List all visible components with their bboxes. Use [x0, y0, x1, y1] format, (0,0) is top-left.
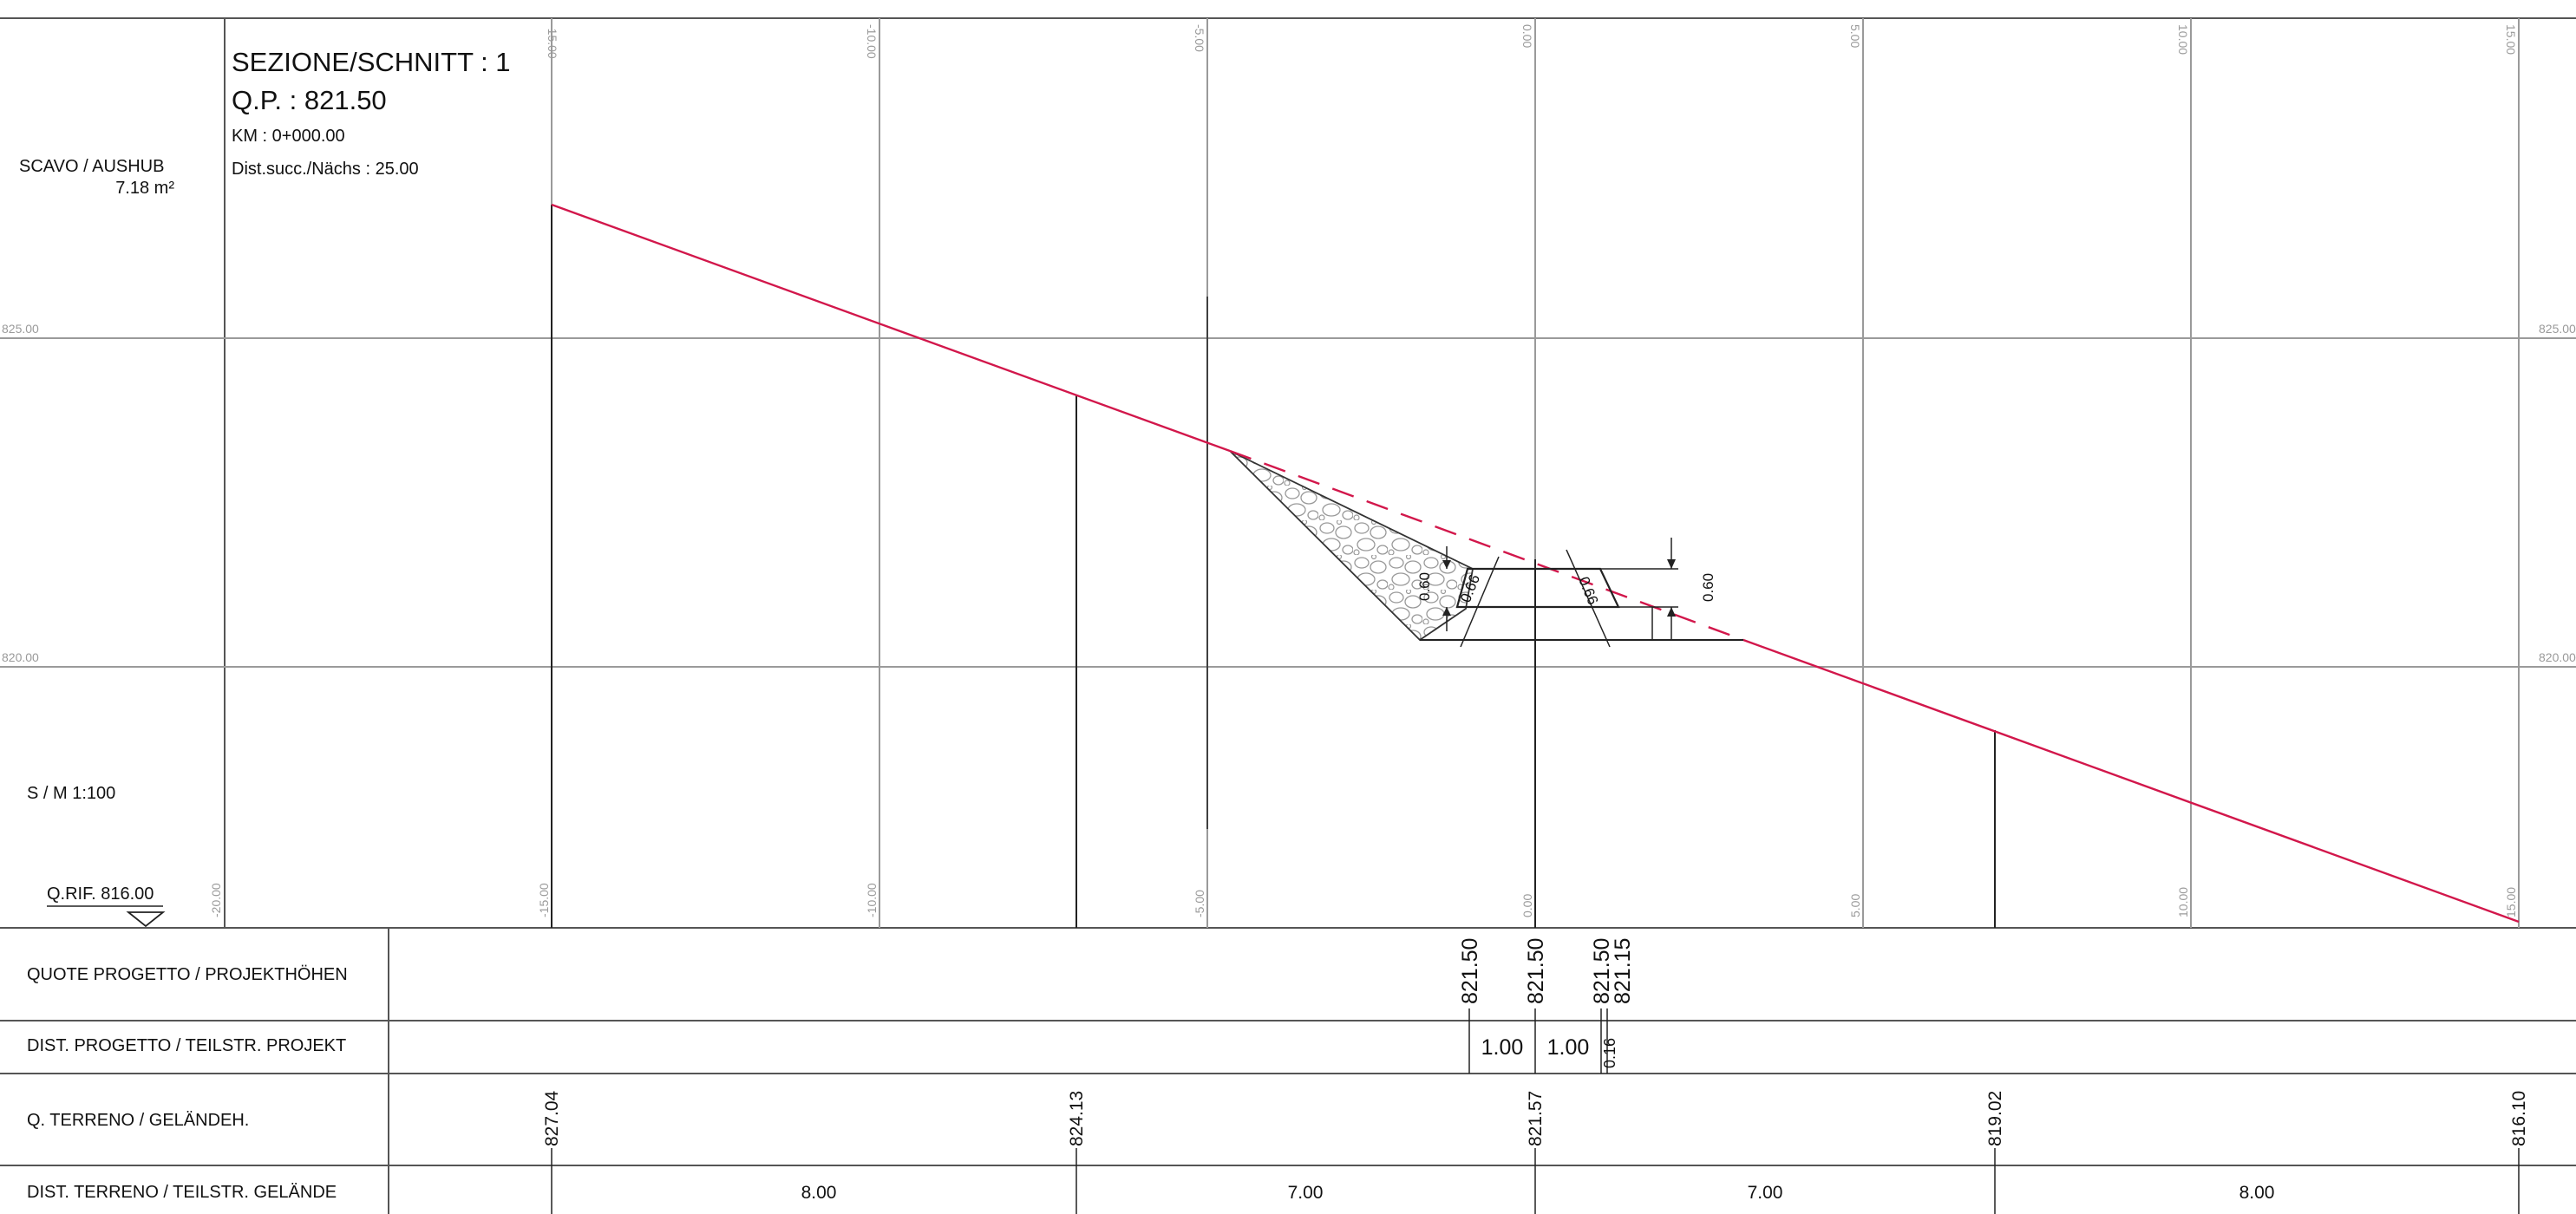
project-elevation: Q.P. : 821.50: [232, 85, 387, 115]
dim-arrow: [1667, 559, 1676, 569]
top-offset-label: 5.00: [1848, 24, 1862, 48]
bottom-offset-label: -10.00: [865, 883, 879, 917]
kilometer-label: KM : 0+000.00: [232, 127, 345, 146]
grid-bottom-labels: -20.00 -15.00 -10.00 -5.00 0.00 5.00 10.…: [209, 883, 2518, 917]
dim-arrow: [1442, 607, 1451, 616]
project-height-value: 821.50: [1458, 938, 1482, 1004]
dim-line-diagonal: [1460, 556, 1500, 648]
row-label-project-heights: QUOTE PROGETTO / PROJEKTHÖHEN: [27, 965, 348, 984]
reference-elevation: Q.RIF. 816.00: [47, 884, 154, 904]
dim-arrow: [1667, 607, 1676, 617]
terrain-distance-value: 7.00: [1748, 1183, 1783, 1203]
excavation-area: 7.18 m²: [115, 179, 174, 198]
terrain-height-value: 819.02: [1985, 1091, 2005, 1146]
dim-label-height-left: 0.60: [1416, 572, 1433, 601]
top-offset-label: -10.00: [865, 24, 879, 59]
bottom-offset-label: 15.00: [2504, 887, 2518, 917]
bottom-offset-label: -15.00: [537, 883, 551, 917]
elevation-label-left: 825.00: [2, 322, 39, 336]
terrain-station-lines: [551, 205, 1996, 928]
terrain-line-right: [1742, 638, 2520, 924]
elevation-label-right: 820.00: [2539, 650, 2576, 664]
dim-label-slope-right: 0.66: [1575, 574, 1601, 607]
scale-label: S / M 1:100: [27, 784, 115, 803]
elevation-label-right: 825.00: [2539, 322, 2576, 336]
reference-triangle-icon: [126, 911, 166, 928]
data-table: QUOTE PROGETTO / PROJEKTHÖHEN DIST. PROG…: [0, 928, 2576, 1214]
terrain-height-value: 816.10: [2509, 1091, 2529, 1146]
dim-arrow: [1442, 560, 1451, 569]
elevation-labels: 825.00 820.00 825.00 820.00: [2, 322, 2576, 664]
project-height-value: 821.50: [1524, 938, 1548, 1004]
project-distance-value: 1.00: [1481, 1035, 1524, 1060]
row-label-terrain-distances: DIST. TERRENO / TEILSTR. GELÄNDE: [27, 1183, 337, 1202]
bottom-offset-label: -5.00: [1193, 890, 1206, 917]
top-offset-label: 15.00: [2504, 24, 2518, 55]
top-offset-label: -15.00: [546, 24, 559, 59]
top-offset-label: 0.00: [1520, 24, 1534, 48]
terrain-line-dashed: [1229, 449, 1744, 642]
bottom-offset-label: 0.00: [1520, 894, 1534, 917]
top-offset-label: 10.00: [2176, 24, 2190, 55]
dim-label-height-right: 0.60: [1700, 573, 1716, 602]
bottom-offset-label: -20.00: [209, 883, 223, 917]
bottom-offset-label: 5.00: [1848, 894, 1862, 917]
terrain-height-value: 827.04: [542, 1090, 562, 1146]
excavation-label: SCAVO / AUSHUB: [19, 157, 164, 176]
row-label-project-distances: DIST. PROGETTO / TEILSTR. PROJEKT: [27, 1036, 346, 1055]
project-distance-value: 1.00: [1547, 1035, 1590, 1060]
project-distance-value: 0.16: [1601, 1038, 1618, 1068]
grid-top-labels: -15.00 -10.00 -5.00 0.00 5.00 10.00 15.0…: [546, 24, 2518, 59]
terrain-height-value: 824.13: [1067, 1091, 1087, 1146]
bottom-offset-label: 10.00: [2176, 887, 2190, 917]
terrain-distance-value: 8.00: [2239, 1183, 2275, 1203]
project-height-value: 821.50: [1590, 938, 1614, 1004]
terrain-line-left: [551, 203, 1231, 453]
gravel-fill: [1229, 450, 1474, 642]
terrain-distance-value: 8.00: [801, 1183, 837, 1203]
terrain-distance-value: 7.00: [1288, 1183, 1324, 1203]
top-offset-label: -5.00: [1193, 24, 1206, 52]
grid: [0, 18, 2576, 928]
elevation-label-left: 820.00: [2, 650, 39, 664]
project-height-value: 821.15: [1611, 938, 1635, 1004]
next-distance-label: Dist.succ./Nächs : 25.00: [232, 160, 419, 179]
section-title: SEZIONE/SCHNITT : 1: [232, 47, 511, 77]
dim-line-diagonal: [1566, 549, 1611, 648]
terrain-height-value: 821.57: [1526, 1091, 1546, 1146]
row-label-terrain-heights: Q. TERRENO / GELÄNDEH.: [27, 1111, 249, 1130]
channel-structure: [1420, 538, 1743, 648]
